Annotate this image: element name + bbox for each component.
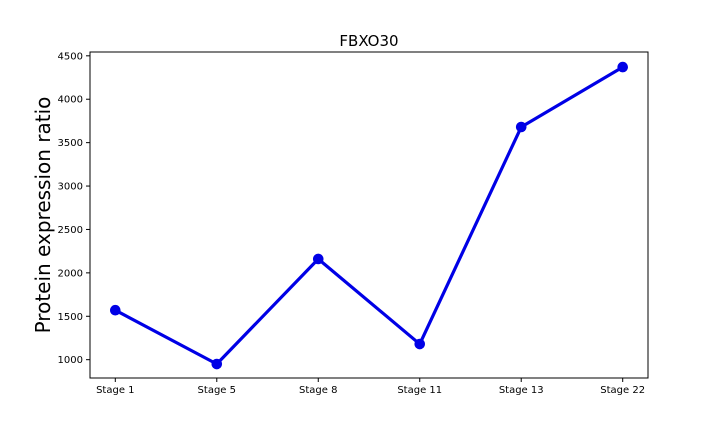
y-tick-label: 4000 (58, 95, 83, 106)
data-point (211, 358, 223, 370)
y-tick-label: 1500 (58, 312, 83, 323)
x-tick-label: Stage 11 (397, 385, 442, 396)
y-axis-label: Protein expression ratio (31, 97, 55, 334)
y-tick-label: 1000 (58, 355, 83, 366)
y-axis: 1000 1500 2000 2500 3000 3500 4000 4500 (58, 51, 90, 366)
y-tick-label: 3000 (58, 182, 83, 193)
series-layer (110, 61, 628, 370)
x-tick-label: Stage 8 (299, 385, 337, 396)
y-tick-label: 4500 (58, 51, 83, 62)
data-point (617, 61, 628, 73)
x-tick-label: Stage 1 (96, 385, 134, 396)
y-tick-label: 2000 (58, 268, 83, 279)
y-tick-label: 2500 (58, 225, 83, 236)
data-point (312, 253, 324, 265)
data-point (515, 121, 527, 133)
series-line (113, 65, 625, 366)
chart-title: FBXO30 (339, 32, 398, 50)
x-tick-label: Stage 13 (499, 385, 544, 396)
data-point (110, 304, 121, 316)
x-tick-label: Stage 5 (198, 385, 236, 396)
x-axis: Stage 1 Stage 5 Stage 8 Stage 11 Stage 13 Sta… (96, 378, 645, 396)
y-tick-label: 3500 (58, 138, 83, 149)
data-point (414, 338, 426, 350)
x-tick-label: Stage 22 (600, 385, 645, 396)
